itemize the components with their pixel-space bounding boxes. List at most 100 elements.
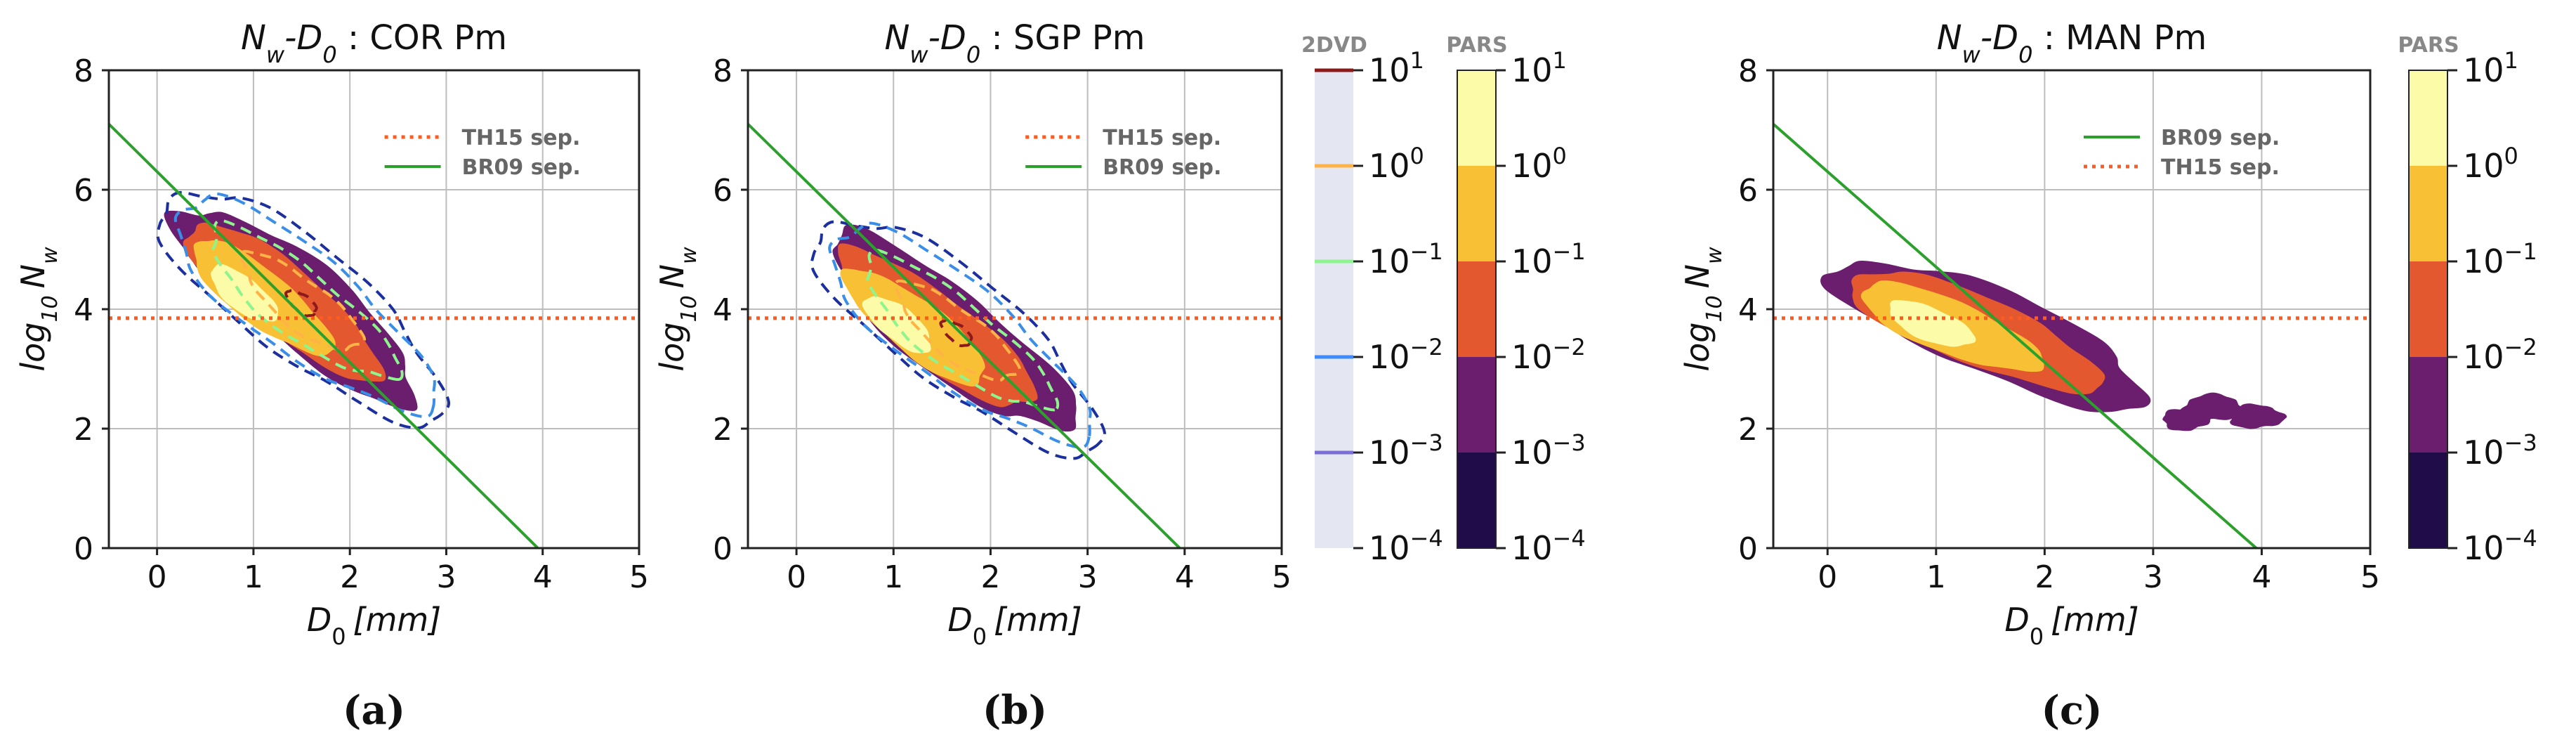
x-tick-label: 1 — [244, 559, 263, 595]
dvd-contour — [866, 248, 1060, 412]
dvd-contour — [211, 219, 404, 382]
x-tick-label: 2 — [340, 559, 360, 595]
br09-separator-line — [748, 123, 1181, 548]
x-tick-label: 1 — [883, 559, 903, 595]
x-tick-label: 3 — [1078, 559, 1098, 595]
y-tick-label: 8 — [713, 53, 732, 89]
y-tick-label: 6 — [74, 173, 93, 209]
pars-level-1e-3 — [2162, 409, 2212, 431]
density-contours — [810, 220, 1106, 460]
colorbar-tick-label: 100 — [1511, 143, 1567, 185]
y-tick-label: 6 — [713, 173, 732, 209]
x-tick-label: 4 — [2252, 559, 2271, 595]
x-tick-label: 5 — [1272, 559, 1292, 595]
panel-2: 0 1 2 3 4 5 0 2 4 6 8 D0 [mm] log10Nw Nw-D0 : SGP Pm TH… — [653, 18, 1292, 734]
colorbar-segment — [2409, 70, 2447, 166]
legend: TH15 sep. BR09 sep. — [1025, 126, 1221, 180]
pars-level-1e0 — [1890, 300, 1976, 347]
colorbar-segment — [2409, 357, 2447, 453]
colorbar-tick-label: 100 — [2463, 143, 2518, 185]
panel-label: (c) — [2041, 687, 2102, 734]
y-tick-label: 2 — [74, 412, 93, 448]
colorbar-segment — [2409, 261, 2447, 357]
pars-level-1e-3 — [2230, 403, 2287, 429]
br09-separator-line — [109, 123, 539, 548]
y-tick-label: 4 — [1738, 292, 1758, 328]
panel-label: (b) — [983, 687, 1047, 734]
legend-entry: BR09 sep. — [1103, 155, 1221, 180]
chart-title: Nw-D0 : COR Pm — [241, 18, 507, 68]
density-contours — [1820, 261, 2287, 431]
colorbar-tick-label: 10−4 — [1511, 525, 1586, 567]
y-axis-label: log10Nw — [653, 247, 702, 372]
x-tick-label: 0 — [1818, 559, 1837, 595]
y-tick-label: 8 — [1738, 53, 1758, 89]
dvd-contour — [284, 289, 318, 318]
colorbar-tick-label: 10−1 — [1511, 238, 1586, 280]
panel-1: 0 1 2 3 4 5 0 2 4 6 8 D0 [mm] log10Nw Nw-D0 : COR Pm TH… — [14, 18, 649, 734]
x-axis-label: D0 [mm] — [307, 601, 441, 650]
colorbar-tick-label: 10−2 — [1369, 334, 1443, 376]
dvd-contour — [939, 318, 973, 348]
colorbar-tick-label: 10−4 — [2463, 525, 2537, 567]
x-tick-label: 5 — [2360, 559, 2380, 595]
x-axis-label: D0 [mm] — [2004, 601, 2138, 650]
colorbar-tick-label: 10−2 — [1511, 334, 1586, 376]
x-tick-label: 2 — [980, 559, 1000, 595]
pars-level-1e0 — [211, 264, 279, 322]
legend-entry: BR09 sep. — [462, 155, 581, 180]
legend-entry: TH15 sep. — [1103, 126, 1221, 150]
dvd-contour — [828, 221, 1092, 449]
colorbar-body — [1315, 70, 1353, 548]
colorbar-tick-label: 10−3 — [1369, 429, 1443, 472]
dvd-contour — [239, 249, 366, 352]
y-tick-label: 0 — [1738, 531, 1758, 567]
x-tick-label: 0 — [787, 559, 806, 595]
colorbar-segment — [1457, 261, 1496, 357]
colorbar-tick-label: 100 — [1369, 143, 1424, 185]
legend: BR09 sep. TH15 sep. — [2084, 126, 2280, 180]
y-tick-label: 0 — [74, 531, 93, 567]
x-tick-label: 2 — [2035, 559, 2054, 595]
y-tick-label: 6 — [1738, 173, 1758, 209]
br09-separator-line — [1773, 122, 2258, 548]
colorbar-tick-label: 10−4 — [1369, 525, 1443, 567]
colorbar-tick-label: 101 — [1369, 47, 1424, 89]
y-tick-label: 0 — [713, 531, 732, 567]
density-contours — [156, 190, 451, 430]
legend-entry: BR09 sep. — [2161, 126, 2280, 150]
colorbar-segment — [1457, 166, 1496, 261]
colorbar-tick-label: 10−3 — [2463, 429, 2537, 472]
panel-label: (a) — [343, 687, 405, 734]
x-tick-label: 1 — [1926, 559, 1946, 595]
y-tick-label: 4 — [74, 292, 93, 328]
colorbar-header: 2DVD — [1301, 33, 1367, 58]
colorbar-header: PARS — [2398, 33, 2459, 58]
panel-3: 0 1 2 3 4 5 0 2 4 6 8 D0 [mm] log10Nw Nw-D0 : MAN Pm BR… — [1678, 18, 2380, 734]
colorbar-tick-label: 10−1 — [1369, 238, 1443, 280]
colorbar-tick-label: 10−1 — [2463, 238, 2537, 280]
dvd-contour — [173, 192, 436, 419]
chart-title: Nw-D0 : MAN Pm — [1937, 18, 2207, 68]
colorbar-segment — [2409, 453, 2447, 548]
colorbar-header: PARS — [1446, 33, 1507, 58]
colorbar-segment — [1457, 453, 1496, 548]
x-tick-label: 4 — [1175, 559, 1195, 595]
colorbar-segment — [1457, 70, 1496, 166]
x-tick-label: 0 — [147, 559, 167, 595]
y-tick-label: 8 — [74, 53, 93, 89]
colorbar-tick-label: 101 — [2463, 47, 2518, 89]
y-tick-label: 2 — [713, 412, 732, 448]
colorbar-tick-label: 10−2 — [2463, 334, 2537, 376]
legend-entry: TH15 sep. — [2161, 155, 2280, 180]
x-tick-label: 4 — [533, 559, 553, 595]
y-tick-label: 2 — [1738, 412, 1758, 448]
y-tick-label: 4 — [713, 292, 732, 328]
legend: TH15 sep. BR09 sep. — [384, 126, 581, 180]
y-axis-label: log10Nw — [14, 247, 63, 372]
colorbar-tick-label: 101 — [1511, 47, 1567, 89]
